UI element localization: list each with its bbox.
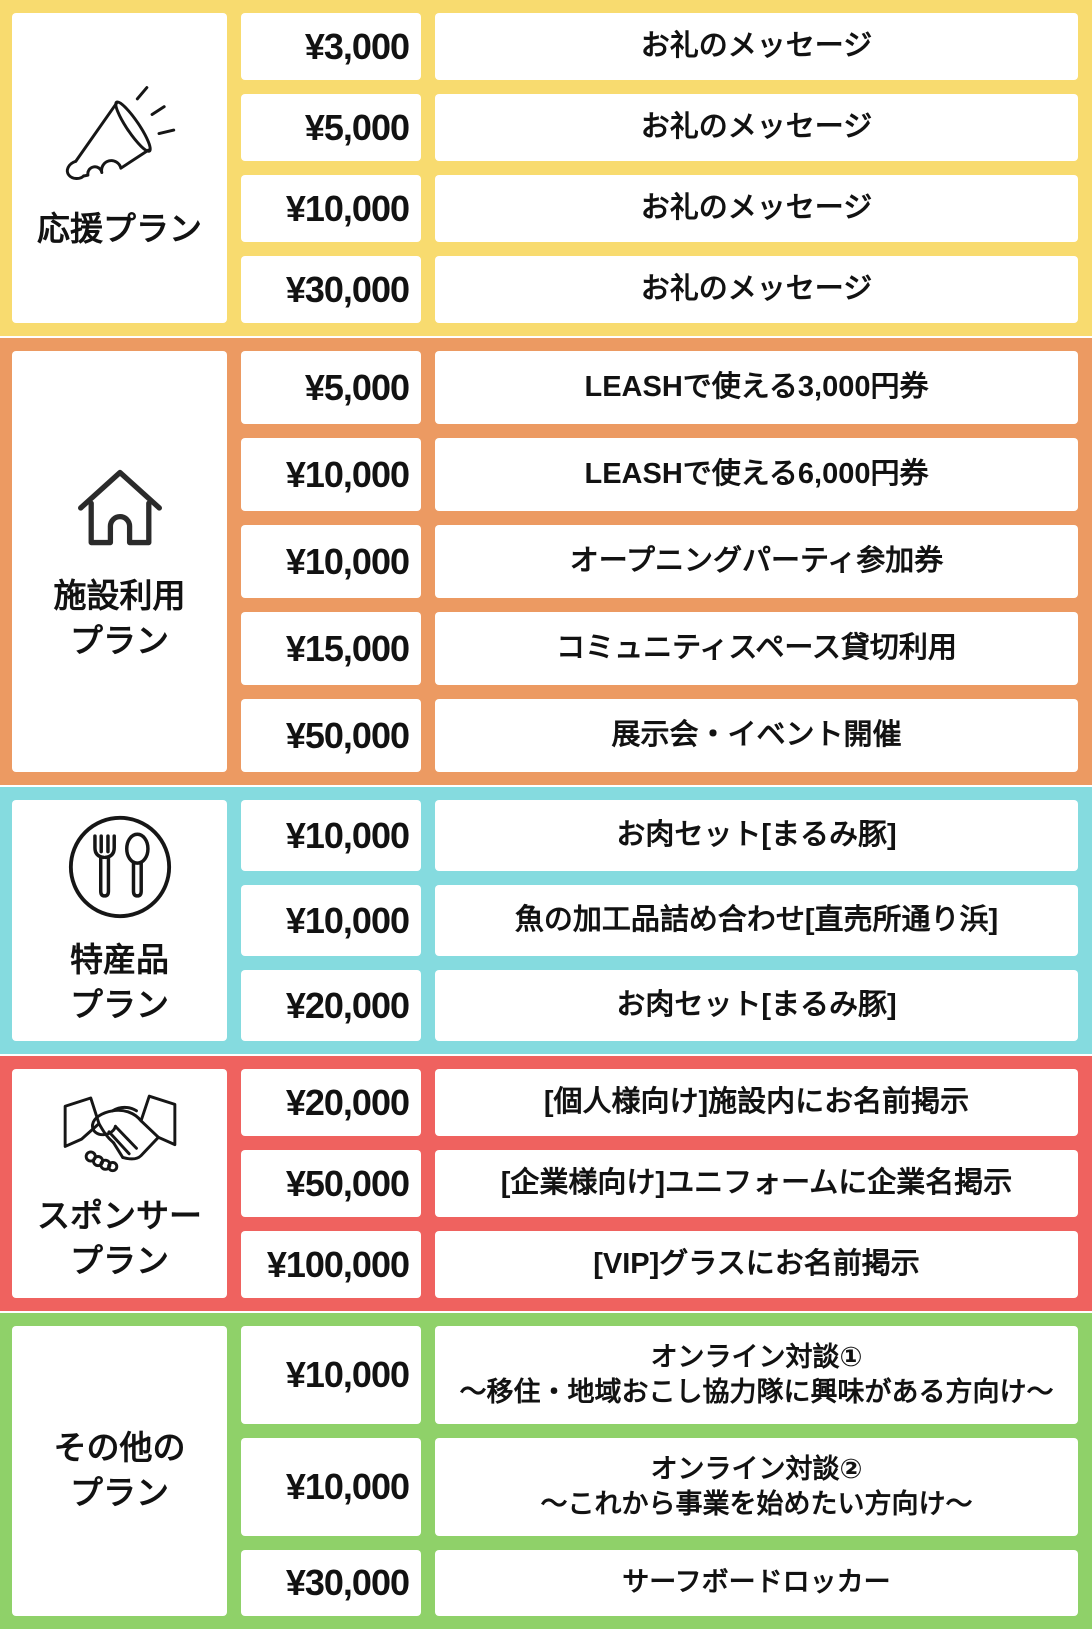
price-cell: ¥10,000	[241, 525, 421, 598]
section-support-plan: 応援プラン ¥3,000 お礼のメッセージ ¥5,000 お礼のメッセージ ¥1…	[0, 0, 1092, 336]
description-cell: [VIP]グラスにお名前掲示	[435, 1231, 1078, 1298]
description-cell: お肉セット[まるみ豚]	[435, 970, 1078, 1041]
price-cell: ¥20,000	[241, 970, 421, 1041]
section-specialty-plan: 特産品 プラン ¥10,000 お肉セット[まるみ豚] ¥10,000 魚の加工…	[0, 787, 1092, 1054]
megaphone-icon	[55, 85, 185, 189]
description-cell: お礼のメッセージ	[435, 256, 1078, 323]
description-cell: LEASHで使える6,000円券	[435, 438, 1078, 511]
description-cell: お礼のメッセージ	[435, 13, 1078, 80]
price-cell: ¥30,000	[241, 1550, 421, 1616]
section-sponsor-plan: スポンサー プラン ¥20,000 [個人様向け]施設内にお名前掲示 ¥50,0…	[0, 1056, 1092, 1311]
description-cell: オンライン対談① ～移住・地域おこし協力隊に興味がある方向け～	[435, 1326, 1078, 1424]
description-cell: [個人様向け]施設内にお名前掲示	[435, 1069, 1078, 1136]
price-cell: ¥5,000	[241, 94, 421, 161]
description-cell: 展示会・イベント開催	[435, 699, 1078, 772]
price-cell: ¥20,000	[241, 1069, 421, 1136]
price-cell: ¥50,000	[241, 1150, 421, 1217]
description-cell: コミュニティスペース貸切利用	[435, 612, 1078, 685]
price-cell: ¥50,000	[241, 699, 421, 772]
description-cell: オンライン対談② ～これから事業を始めたい方向け～	[435, 1438, 1078, 1536]
plan-label: 特産品 プラン	[70, 940, 169, 1023]
description-cell: [企業様向け]ユニフォームに企業名掲示	[435, 1150, 1078, 1217]
price-cell: ¥3,000	[241, 13, 421, 80]
description-cell: オープニングパーティ参加券	[435, 525, 1078, 598]
price-cell: ¥10,000	[241, 1326, 421, 1424]
price-cell: ¥10,000	[241, 800, 421, 871]
section-facility-plan: 施設利用 プラン ¥5,000 LEASHで使える3,000円券 ¥10,000…	[0, 338, 1092, 785]
description-cell: サーフボードロッカー	[435, 1550, 1078, 1616]
price-cell: ¥5,000	[241, 351, 421, 424]
support-plan-label-cell: 応援プラン	[12, 13, 227, 323]
price-cell: ¥10,000	[241, 175, 421, 242]
plan-label: 施設利用 プラン	[53, 576, 186, 659]
price-cell: ¥100,000	[241, 1231, 421, 1298]
description-cell: お礼のメッセージ	[435, 175, 1078, 242]
house-icon	[72, 460, 168, 556]
price-cell: ¥30,000	[241, 256, 421, 323]
price-cell: ¥10,000	[241, 1438, 421, 1536]
facility-plan-label-cell: 施設利用 プラン	[12, 351, 227, 772]
sponsor-plan-label-cell: スポンサー プラン	[12, 1069, 227, 1298]
description-cell: お礼のメッセージ	[435, 94, 1078, 161]
price-cell: ¥10,000	[241, 438, 421, 511]
description-cell: LEASHで使える3,000円券	[435, 351, 1078, 424]
other-plan-label-cell: その他の プラン	[12, 1326, 227, 1616]
plan-label: 応援プラン	[37, 209, 202, 247]
price-cell: ¥10,000	[241, 885, 421, 956]
description-cell: 魚の加工品詰め合わせ[直売所通り浜]	[435, 885, 1078, 956]
price-cell: ¥15,000	[241, 612, 421, 685]
plan-label: その他の プラン	[53, 1429, 186, 1511]
handshake-icon	[56, 1084, 184, 1176]
specialty-plan-label-cell: 特産品 プラン	[12, 800, 227, 1041]
fork-spoon-icon	[67, 814, 173, 920]
section-other-plan: その他の プラン ¥10,000 オンライン対談① ～移住・地域おこし協力隊に興…	[0, 1313, 1092, 1629]
description-cell: お肉セット[まるみ豚]	[435, 800, 1078, 871]
plan-label: スポンサー プラン	[37, 1196, 202, 1279]
